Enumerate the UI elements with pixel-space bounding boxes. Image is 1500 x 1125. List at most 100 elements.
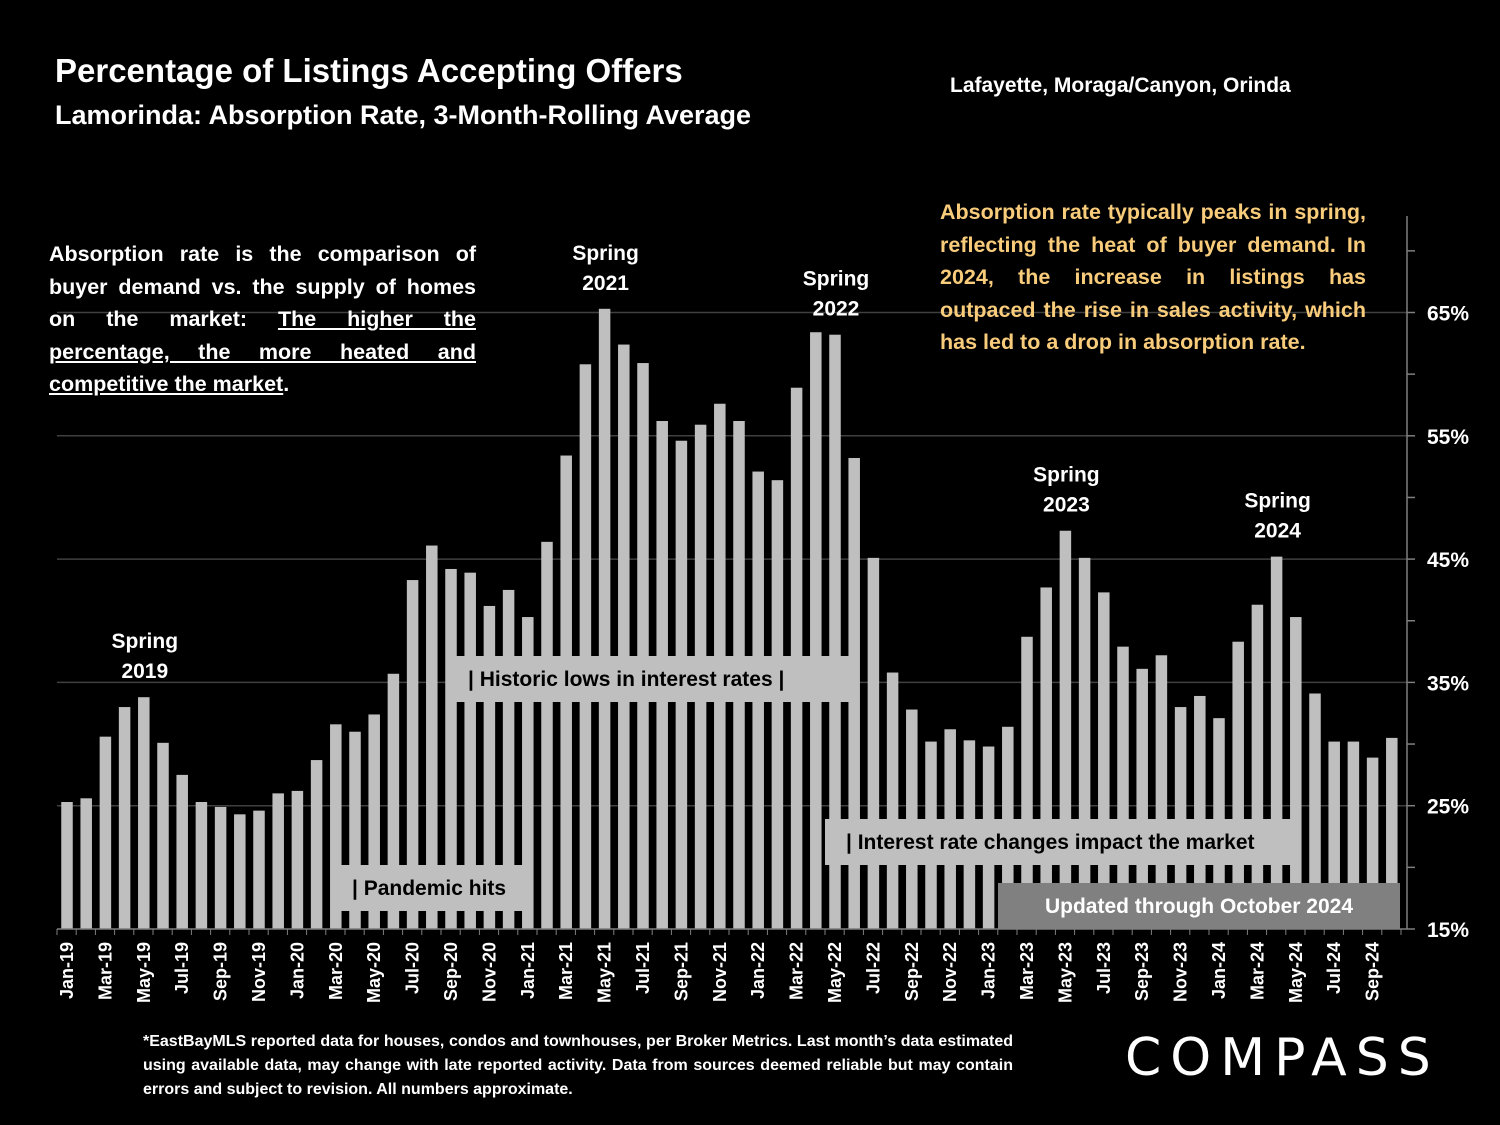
axes: 15% 25% 35% 45% 55% 65% Jan-19 Mar-19 May-19 Jul-… — [56, 216, 1469, 1003]
updated-label-text: Updated through October 2024 — [1045, 895, 1353, 918]
bar-Aug-23 — [1117, 646, 1129, 929]
rate-changes-label-text: | Interest rate changes impact the marke… — [846, 831, 1255, 854]
chart-title: Percentage of Listings Accepting Offers — [55, 52, 683, 89]
pandemic-label-text: | Pandemic hits — [352, 877, 506, 900]
spring-annotation: Spring — [1033, 464, 1100, 487]
bar-Oct-19 — [234, 814, 246, 929]
bar-Dec-19 — [272, 793, 284, 929]
x-tick-label: May-23 — [1055, 942, 1075, 1003]
pandemic-label-box — [331, 865, 529, 911]
x-tick-label: Jul-23 — [1094, 942, 1114, 994]
bar-Jul-19 — [176, 774, 188, 929]
x-tick-label: Jan-24 — [1209, 942, 1229, 999]
x-tick-label: Mar-20 — [326, 942, 346, 1000]
bar-Jul-21 — [637, 363, 649, 930]
x-tick-label: Nov-19 — [249, 942, 269, 1002]
bar-Dec-23 — [1194, 695, 1206, 929]
bar-Feb-20 — [310, 760, 323, 929]
bar-Feb-21 — [541, 541, 553, 929]
x-tick-label: Sep-23 — [1132, 942, 1152, 1001]
bar-Sep-24 — [1366, 757, 1379, 929]
bar-Apr-22 — [810, 332, 822, 929]
x-tick-label: Nov-21 — [710, 942, 730, 1002]
definition-note: Absorption rate is the comparison of buy… — [49, 238, 476, 401]
bar-Feb-22 — [771, 480, 784, 929]
y-tick-label: 65% — [1427, 303, 1469, 326]
bar-Nov-23 — [1174, 707, 1187, 929]
x-tick-label: Jan-22 — [748, 942, 768, 999]
x-tick-label: Jan-23 — [979, 942, 999, 999]
bar-Sep-19 — [214, 806, 227, 929]
bar-Mar-19 — [99, 736, 112, 929]
bar-Aug-19 — [195, 802, 208, 929]
bar-Jan-20 — [291, 790, 304, 929]
bar-Apr-20 — [349, 731, 361, 929]
x-tick-label: Jul-20 — [403, 942, 423, 994]
definition-emphasis: The higher the percentage, the more heat… — [49, 307, 476, 396]
bar-Apr-19 — [118, 707, 131, 929]
y-tick-label: 35% — [1427, 672, 1469, 695]
bar-Dec-20 — [502, 589, 515, 929]
bar-Sep-23 — [1136, 668, 1148, 929]
x-tick-label: Mar-24 — [1247, 942, 1267, 1000]
bar-Apr-23 — [1040, 587, 1052, 929]
x-tick-label: Nov-23 — [1171, 942, 1191, 1002]
y-tick-label: 25% — [1427, 796, 1469, 819]
x-tick-label: Jul-21 — [633, 942, 653, 994]
bar-Oct-20 — [464, 572, 476, 929]
bar-May-24 — [1290, 617, 1302, 929]
x-tick-label: May-19 — [134, 942, 154, 1003]
x-tick-label: Nov-20 — [479, 942, 499, 1002]
x-tick-label: Sep-24 — [1363, 942, 1383, 1001]
x-tick-label: Jan-19 — [57, 942, 77, 999]
bar-Aug-20 — [426, 545, 438, 929]
annotations: Spring 2019 Spring 2021 Spring 2022 Spring 2023… — [112, 242, 1400, 929]
bar-Jul-20 — [406, 580, 419, 929]
historic-lows-label-box — [456, 656, 854, 702]
x-tick-label: Jul-19 — [172, 942, 192, 994]
spring-annotation-year: 2019 — [121, 660, 168, 683]
x-tick-label: Mar-23 — [1017, 942, 1037, 1000]
x-tick-label: May-21 — [595, 942, 615, 1003]
bar-Jul-24 — [1328, 741, 1340, 929]
bar-Jun-19 — [157, 742, 169, 929]
bar-Jul-23 — [1098, 592, 1110, 929]
x-tick-label: Sep-20 — [441, 942, 461, 1001]
bar-Apr-24 — [1270, 556, 1283, 929]
bar-May-22 — [829, 334, 841, 930]
spring-annotation-year: 2021 — [582, 272, 629, 295]
peak-commentary: Absorption rate typically peaks in sprin… — [940, 200, 1366, 354]
spring-annotation-year: 2024 — [1254, 520, 1301, 543]
bar-Feb-24 — [1232, 641, 1244, 929]
bar-Aug-24 — [1347, 741, 1360, 929]
x-tick-label: May-22 — [825, 942, 845, 1003]
bar-May-20 — [368, 714, 380, 929]
bar-Jan-21 — [522, 617, 534, 929]
compass-logo: COMPASS — [1125, 1028, 1440, 1088]
rate-changes-label-box — [825, 819, 1301, 865]
bar-Oct-23 — [1155, 655, 1168, 929]
spring-annotation: Spring — [112, 630, 179, 653]
x-tick-label: Sep-22 — [902, 942, 922, 1001]
bar-May-23 — [1059, 530, 1072, 929]
x-tick-label: Jul-24 — [1324, 942, 1344, 994]
bar-Nov-19 — [253, 810, 265, 929]
historic-lows-label: | Historic lows in interest rates | — [456, 656, 854, 702]
bar-Oct-24 — [1386, 737, 1398, 929]
y-tick-label: 45% — [1427, 549, 1469, 572]
bar-Apr-21 — [579, 364, 592, 929]
spring-annotation: Spring — [803, 268, 870, 291]
bar-Aug-22 — [886, 672, 899, 929]
bar-Jul-22 — [867, 557, 880, 929]
y-tick-label: 15% — [1427, 919, 1469, 942]
pandemic-label: | Pandemic hits — [331, 865, 529, 911]
x-tick-label: Jan-21 — [518, 942, 538, 999]
bar-Jun-22 — [848, 457, 860, 929]
data-source-footnote: *EastBayMLS reported data for houses, co… — [143, 1033, 1013, 1098]
bar-Jan-19 — [61, 802, 73, 929]
spring-annotation: Spring — [572, 242, 639, 265]
bar-May-21 — [598, 308, 611, 929]
bar-Jun-21 — [618, 344, 630, 930]
x-tick-label: Sep-19 — [211, 942, 231, 1001]
